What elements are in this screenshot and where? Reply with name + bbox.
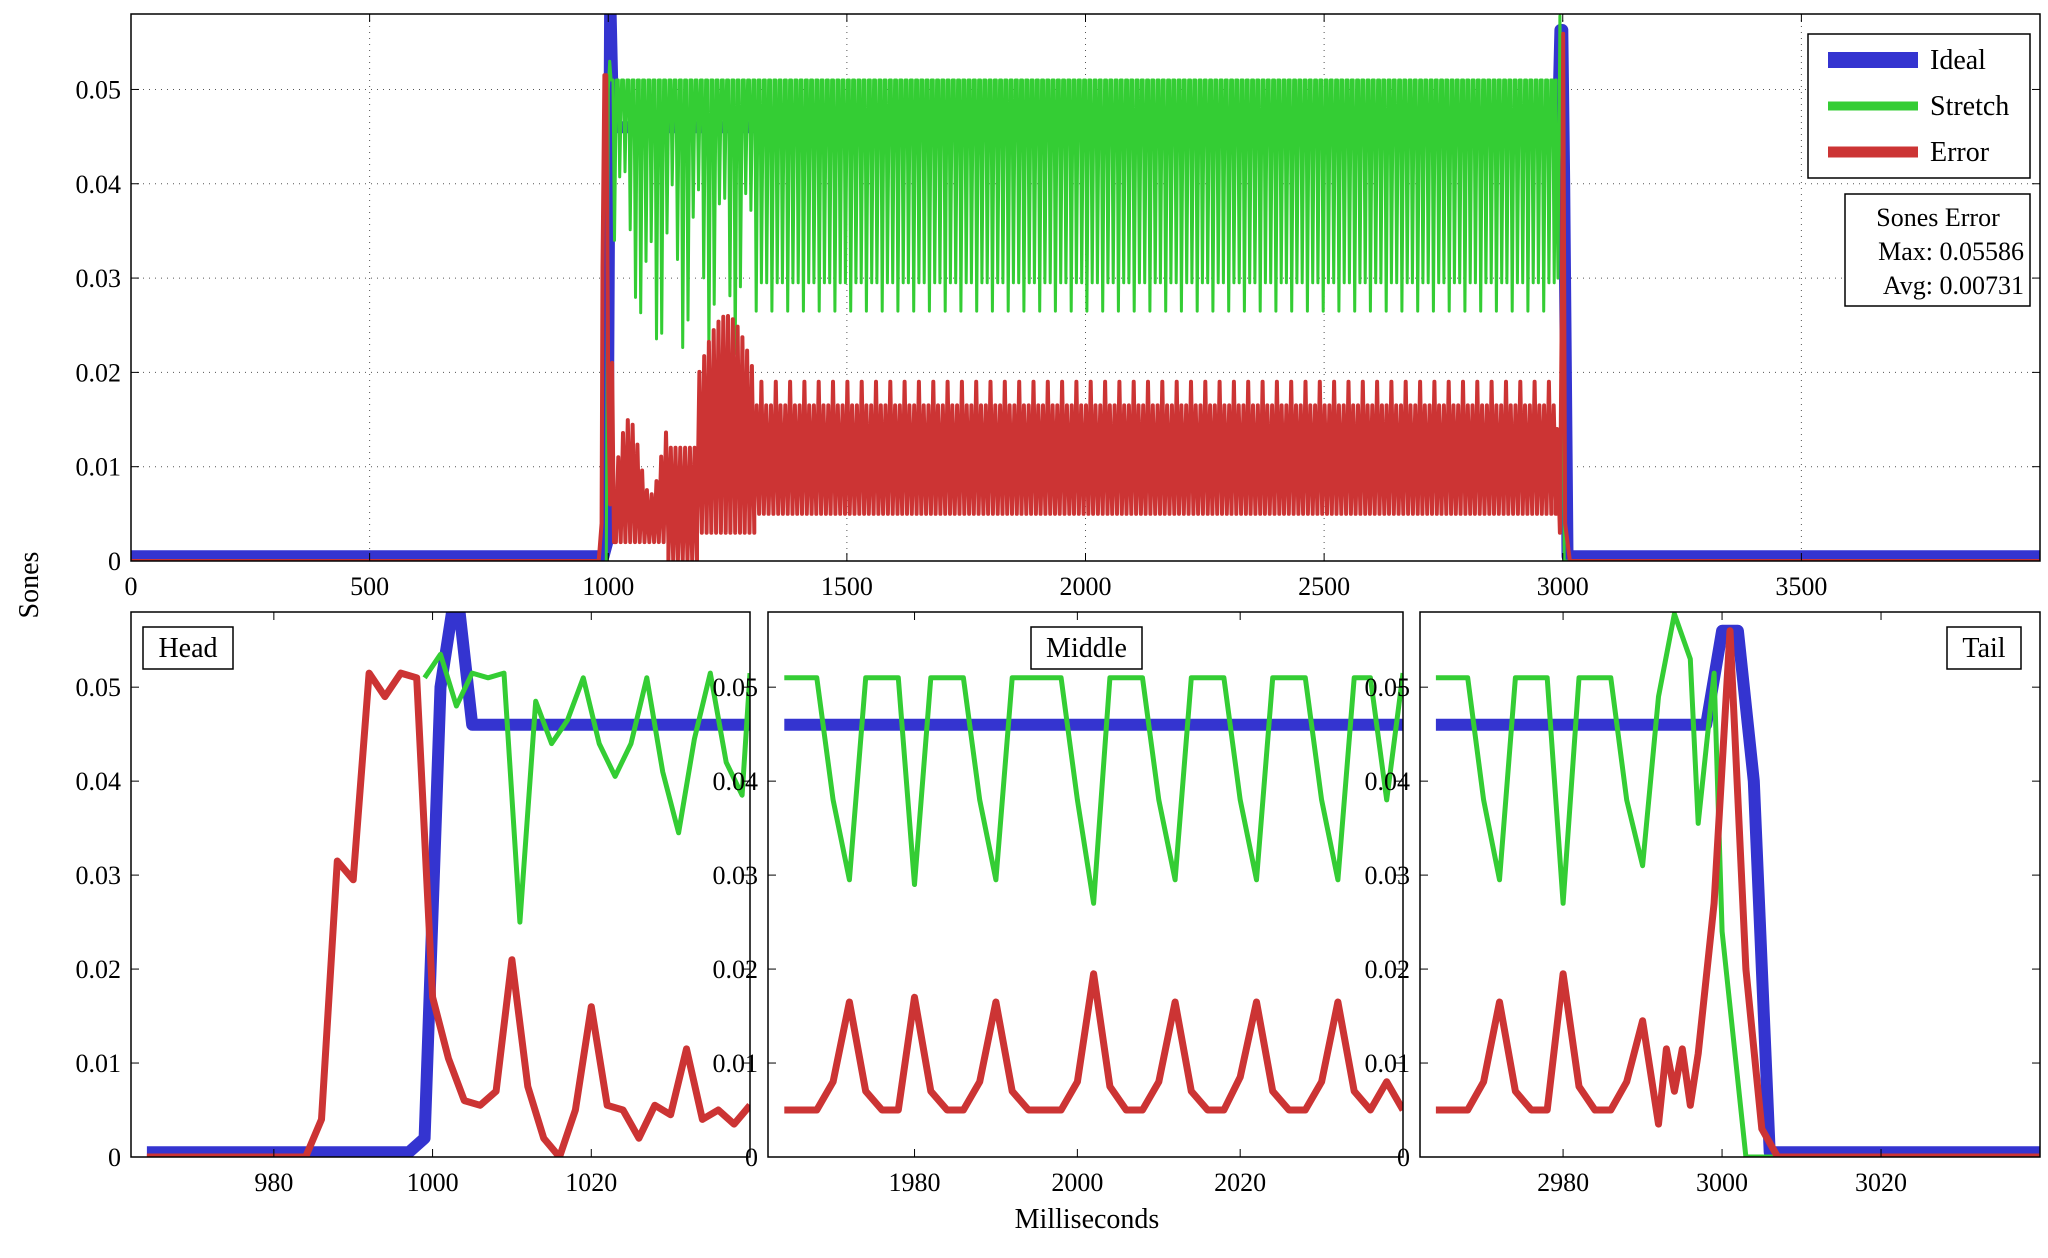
plot-layer: 0 500 1000 1500 2000 2500 3000 3500 0 0.01 0.02 0.0… bbox=[76, 13, 2041, 1197]
x-tick-label: 2000 bbox=[1051, 1168, 1103, 1197]
panel-label-tail: Tail bbox=[1962, 633, 2005, 664]
y-tick-label: 0.02 bbox=[76, 955, 122, 984]
y-tick-label: 0.03 bbox=[76, 264, 122, 293]
series-line-error bbox=[784, 970, 1403, 1114]
x-tick-label: 2500 bbox=[1298, 572, 1350, 601]
panel-label-box bbox=[1030, 626, 1143, 670]
panel-label-box bbox=[142, 626, 234, 670]
y-tick-label: 0.03 bbox=[76, 861, 122, 890]
stats-box-frame bbox=[1844, 193, 2031, 307]
y-tick-label: 0.04 bbox=[76, 767, 122, 796]
x-tick-label: 1000 bbox=[407, 1168, 459, 1197]
x-tick-label: 0 bbox=[125, 572, 138, 601]
x-tick-label: 2000 bbox=[1060, 572, 1112, 601]
stats-box: Sones Error Max: 0.05586 Avg: 0.00731 bbox=[1844, 193, 2031, 307]
panel-label-middle: Middle bbox=[1046, 633, 1127, 664]
series-line-error bbox=[131, 31, 2040, 561]
x-tick-label: 1020 bbox=[565, 1168, 617, 1197]
x-tick-label: 2020 bbox=[1214, 1168, 1266, 1197]
stats-avg: Avg: 0.00731 bbox=[1883, 271, 2024, 300]
x-tick-label: 3020 bbox=[1855, 1168, 1907, 1197]
y-tick-label: 0 bbox=[1397, 1143, 1410, 1172]
y-tick-label: 0.01 bbox=[1365, 1049, 1411, 1078]
y-axis-label: Sones bbox=[14, 552, 45, 619]
panel-label-box bbox=[1946, 626, 2022, 670]
axes-frame bbox=[767, 611, 1404, 1158]
axes-frame bbox=[1419, 611, 2041, 1158]
y-tick-label: 0.03 bbox=[1365, 861, 1411, 890]
legend-label-ideal: Ideal bbox=[1930, 45, 1986, 76]
series-group bbox=[146, 612, 750, 1157]
panel-overview: 0 500 1000 1500 2000 2500 3000 3500 0 0.01 0.02 0.0… bbox=[76, 13, 2041, 601]
panel-head: 980 1000 1020 0 0.01 0.02 0.03 0.04 0.05 Head bbox=[76, 611, 751, 1197]
y-tick-label: 0 bbox=[108, 547, 121, 576]
y-tick-label: 0.01 bbox=[713, 1049, 759, 1078]
panel-middle: 1980 2000 2020 0 0.01 0.02 0.03 0.04 0.05 Middle bbox=[713, 611, 1404, 1197]
y-tick-label: 0.05 bbox=[76, 673, 122, 702]
y-tick-label: 0.02 bbox=[76, 358, 122, 387]
y-tick-label: 0.01 bbox=[76, 453, 122, 482]
y-tick-label: 0.01 bbox=[76, 1049, 122, 1078]
series-line-stretch bbox=[1435, 612, 2040, 1157]
series-line-stretch bbox=[604, 14, 1568, 561]
y-tick-label: 0.04 bbox=[76, 170, 122, 199]
stats-max: Max: 0.05586 bbox=[1878, 237, 2024, 266]
x-tick-label: 3000 bbox=[1537, 572, 1589, 601]
x-tick-label: 2980 bbox=[1537, 1168, 1589, 1197]
y-tick-label: 0.04 bbox=[1365, 767, 1411, 796]
series-line-error bbox=[1435, 627, 2040, 1157]
y-tick-label: 0.05 bbox=[76, 75, 122, 104]
axes-frame bbox=[130, 611, 751, 1158]
x-tick-label: 3000 bbox=[1696, 1168, 1748, 1197]
legend-label-stretch: Stretch bbox=[1930, 91, 2009, 122]
x-axis-label: Milliseconds bbox=[1015, 1204, 1160, 1235]
y-tick-label: 0.02 bbox=[713, 955, 759, 984]
y-tick-label: 0 bbox=[745, 1143, 758, 1172]
panel-tail: 2980 3000 3020 0 0.01 0.02 0.03 0.04 0.05 Tail bbox=[1365, 611, 2041, 1197]
y-tick-label: 0 bbox=[108, 1143, 121, 1172]
y-tick-label: 0.05 bbox=[1365, 673, 1411, 702]
y-tick-label: 0.05 bbox=[713, 673, 759, 702]
series-group bbox=[131, 14, 2040, 561]
y-tick-label: 0.03 bbox=[713, 861, 759, 890]
series-line-ideal bbox=[146, 612, 750, 1157]
panel-label-head: Head bbox=[158, 633, 217, 664]
series-group bbox=[1435, 612, 2040, 1157]
x-tick-label: 1500 bbox=[821, 572, 873, 601]
y-tick-label: 0.04 bbox=[713, 767, 759, 796]
series-line-error bbox=[146, 669, 750, 1157]
x-tick-label: 980 bbox=[254, 1168, 293, 1197]
y-tick-label: 0.02 bbox=[1365, 955, 1411, 984]
x-tick-label: 1980 bbox=[889, 1168, 941, 1197]
stats-title: Sones Error bbox=[1876, 203, 2000, 232]
series-group bbox=[784, 672, 1403, 1114]
x-tick-label: 3500 bbox=[1775, 572, 1827, 601]
x-tick-label: 1000 bbox=[582, 572, 634, 601]
x-tick-label: 500 bbox=[350, 572, 389, 601]
legend-label-error: Error bbox=[1930, 137, 1990, 168]
series-line-stretch bbox=[784, 672, 1403, 906]
series-line-stretch bbox=[422, 651, 750, 925]
legend: Ideal Stretch Error bbox=[1807, 33, 2031, 179]
